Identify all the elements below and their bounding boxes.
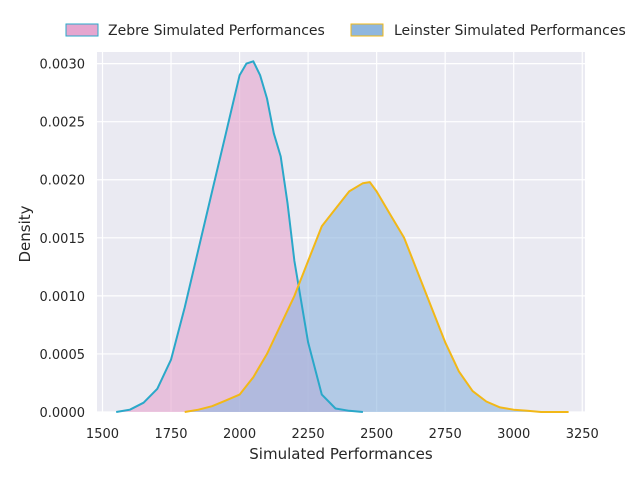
legend-label-leinster: Leinster Simulated Performances (394, 23, 626, 39)
legend-label-zebre: Zebre Simulated Performances (108, 23, 325, 39)
x-tick-label: 3250 (566, 427, 599, 442)
y-axis-label: Density (16, 205, 34, 262)
x-tick-label: 1500 (86, 427, 119, 442)
density-areas (116, 60, 569, 413)
density-line-zebre (116, 60, 363, 413)
y-tick-label: 0.0000 (40, 406, 86, 421)
legend-swatch-zebre (65, 23, 99, 37)
x-tick-label: 2000 (223, 427, 256, 442)
y-axis-ticks: 0.0000 0.0005 0.0010 0.0015 0.0020 0.0025 0.00… (40, 58, 86, 421)
density-area-leinster (184, 182, 569, 412)
x-axis-ticks: 1500 1750 2000 2250 2500 2750 3000 3250 (86, 427, 599, 442)
y-tick-label: 0.0020 (40, 174, 86, 189)
x-tick-label: 2500 (360, 427, 393, 442)
legend: Zebre Simulated Performances Leinster Si… (65, 23, 626, 39)
x-tick-label: 2250 (292, 427, 325, 442)
y-tick-label: 0.0015 (40, 232, 86, 247)
x-axis-label: Simulated Performances (249, 445, 433, 463)
density-line-leinster (184, 181, 569, 413)
x-tick-label: 3000 (497, 427, 530, 442)
y-tick-label: 0.0010 (40, 290, 86, 305)
x-tick-label: 1750 (154, 427, 187, 442)
x-tick-label: 2750 (429, 427, 462, 442)
y-tick-label: 0.0025 (40, 116, 86, 131)
y-tick-label: 0.0005 (40, 348, 86, 363)
legend-swatch-leinster (350, 23, 384, 37)
y-tick-label: 0.0030 (40, 58, 86, 73)
